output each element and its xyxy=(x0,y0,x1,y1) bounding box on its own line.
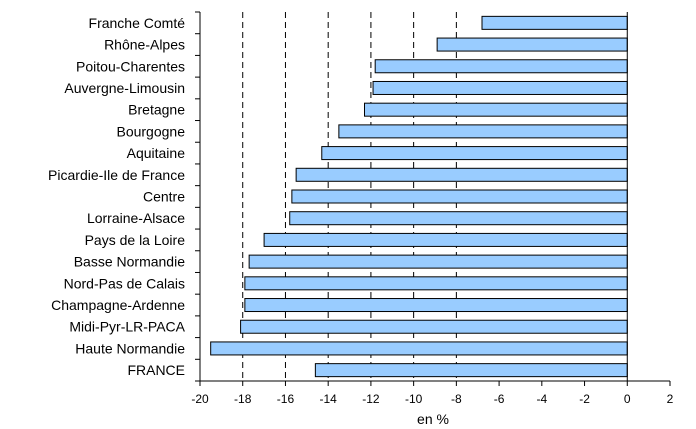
category-label-11: Basse Normandie xyxy=(74,254,185,270)
bar-2 xyxy=(374,59,628,74)
bar-16 xyxy=(314,363,628,378)
category-label-4: Bretagne xyxy=(128,102,185,118)
bar-3 xyxy=(372,80,628,95)
bar-8 xyxy=(291,189,628,204)
bar-4 xyxy=(364,102,628,117)
bar-9 xyxy=(289,211,628,226)
category-label-0: Franche Comté xyxy=(89,15,186,31)
category-label-5: Bourgogne xyxy=(116,123,185,139)
category-label-12: Nord-Pas de Calais xyxy=(64,275,185,291)
category-label-6: Aquitaine xyxy=(127,145,186,161)
bar-13 xyxy=(244,298,628,313)
category-label-1: Rhône-Alpes xyxy=(104,37,185,53)
bar-5 xyxy=(338,124,628,139)
x-axis-title: en % xyxy=(417,411,449,427)
x-tick-label-0: -20 xyxy=(191,392,209,406)
axis-layer xyxy=(195,11,671,386)
x-tick-label-10: 0 xyxy=(624,392,631,406)
bar-7 xyxy=(295,167,628,182)
category-label-10: Pays de la Loire xyxy=(85,232,186,248)
category-label-9: Lorraine-Alsace xyxy=(87,210,185,226)
x-tick-label-1: -18 xyxy=(234,392,252,406)
bar-6 xyxy=(321,146,628,161)
bar-15 xyxy=(210,341,628,356)
x-tick-label-4: -12 xyxy=(362,392,380,406)
category-label-13: Champagne-Ardenne xyxy=(51,297,185,313)
bar-11 xyxy=(248,254,628,269)
bar-layer xyxy=(210,15,628,378)
category-label-15: Haute Normandie xyxy=(75,340,185,356)
category-label-14: Midi-Pyr-LR-PACA xyxy=(69,319,185,335)
bar-14 xyxy=(240,319,628,334)
x-tick-label-8: -4 xyxy=(536,392,547,406)
x-tick-label-2: -16 xyxy=(277,392,295,406)
bar-10 xyxy=(263,232,628,247)
bar-12 xyxy=(244,276,628,291)
category-label-7: Picardie-Ile de France xyxy=(48,167,185,183)
category-label-2: Poitou-Charentes xyxy=(76,58,185,74)
x-tick-label-5: -10 xyxy=(405,392,423,406)
x-tick-label-7: -6 xyxy=(494,392,505,406)
x-tick-label-11: 2 xyxy=(667,392,674,406)
x-tick-label-6: -8 xyxy=(451,392,462,406)
bar-0 xyxy=(481,15,628,30)
x-tick-label-9: -2 xyxy=(579,392,590,406)
category-label-8: Centre xyxy=(143,189,185,205)
x-tick-label-3: -14 xyxy=(320,392,338,406)
category-label-16: FRANCE xyxy=(127,362,185,378)
bar-1 xyxy=(436,37,628,52)
category-label-3: Auvergne-Limousin xyxy=(64,80,185,96)
